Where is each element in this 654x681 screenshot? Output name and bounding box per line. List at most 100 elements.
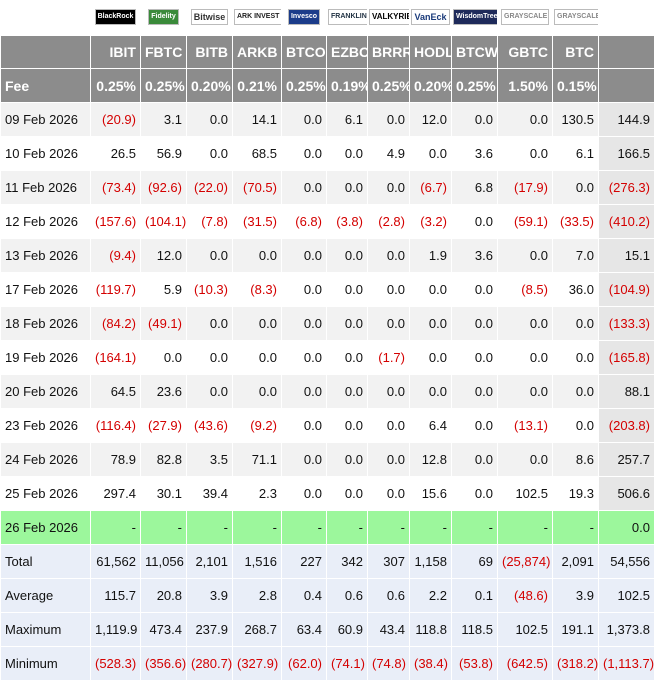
value-cell: (9.2): [233, 409, 282, 443]
value-cell: 506.6: [599, 477, 654, 511]
ticker: BTC: [553, 36, 599, 69]
value-cell: 0.0: [233, 375, 282, 409]
value-cell: 0.0: [452, 273, 498, 307]
value-cell: 43.4: [368, 613, 410, 647]
value-cell: (165.8): [599, 341, 654, 375]
value-cell: 166.5: [599, 137, 654, 171]
ticker: GBTC: [498, 36, 553, 69]
value-cell: 8.6: [553, 443, 599, 477]
value-cell: 1.9: [410, 239, 452, 273]
value-cell: 0.0: [327, 375, 368, 409]
value-cell: (92.6): [141, 171, 187, 205]
value-cell: 69: [452, 545, 498, 579]
value-cell: 1,119.9: [91, 613, 141, 647]
value-cell: (356.6): [141, 647, 187, 681]
value-cell: (1,113.7): [599, 647, 654, 681]
date-cell: 13 Feb 2026: [1, 239, 91, 273]
date-cell: 11 Feb 2026: [1, 171, 91, 205]
value-cell: (203.8): [599, 409, 654, 443]
value-cell: 0.25%: [452, 69, 498, 103]
value-cell: 54,556: [599, 545, 654, 579]
value-cell: -: [282, 511, 327, 545]
issuer-logo: Invesco: [288, 9, 320, 25]
value-cell: 3.6: [452, 239, 498, 273]
value-cell: 36.0: [553, 273, 599, 307]
value-cell: (13.1): [498, 409, 553, 443]
issuer-logo: FRANKLIN TEMPLETON: [328, 9, 368, 25]
ticker: IBIT: [91, 36, 141, 69]
value-cell: 0.0: [327, 307, 368, 341]
value-cell: 0.0: [498, 375, 553, 409]
value-cell: 2,091: [553, 545, 599, 579]
value-cell: (133.3): [599, 307, 654, 341]
date-cell: 25 Feb 2026: [1, 477, 91, 511]
value-cell: 0.0: [282, 103, 327, 137]
date-cell: 19 Feb 2026: [1, 341, 91, 375]
value-cell: -: [498, 511, 553, 545]
value-cell: 0.0: [452, 341, 498, 375]
value-cell: (6.7): [410, 171, 452, 205]
value-cell: (528.3): [91, 647, 141, 681]
value-cell: 268.7: [233, 613, 282, 647]
value-cell: (104.9): [599, 273, 654, 307]
value-cell: 63.4: [282, 613, 327, 647]
ticker: EZBC: [327, 36, 368, 69]
value-cell: 0.0: [368, 477, 410, 511]
ticker: FBTC: [141, 36, 187, 69]
value-cell: 0.0: [282, 443, 327, 477]
value-cell: 0.0: [368, 307, 410, 341]
value-cell: (164.1): [91, 341, 141, 375]
value-cell: 191.1: [553, 613, 599, 647]
value-cell: 0.0: [368, 171, 410, 205]
value-cell: 0.0: [452, 409, 498, 443]
date-cell: 17 Feb 2026: [1, 273, 91, 307]
row-label: Minimum: [1, 647, 91, 681]
value-cell: 0.0: [368, 375, 410, 409]
value-cell: 60.9: [327, 613, 368, 647]
value-cell: 64.5: [91, 375, 141, 409]
value-cell: 26.5: [91, 137, 141, 171]
date-cell: 12 Feb 2026: [1, 205, 91, 239]
logo-cell: Invesco: [282, 1, 327, 36]
value-cell: 0.6: [327, 579, 368, 613]
ticker: ARKB: [233, 36, 282, 69]
value-cell: (70.5): [233, 171, 282, 205]
blank-cell: [599, 36, 654, 69]
value-cell: (119.7): [91, 273, 141, 307]
value-cell: (33.5): [553, 205, 599, 239]
value-cell: 307: [368, 545, 410, 579]
value-cell: 0.0: [452, 103, 498, 137]
value-cell: 0.0: [327, 443, 368, 477]
value-cell: 0.0: [452, 443, 498, 477]
value-cell: 102.5: [498, 613, 553, 647]
value-cell: 12.0: [410, 103, 452, 137]
value-cell: 0.0: [410, 375, 452, 409]
value-cell: (74.1): [327, 647, 368, 681]
total-header: Total: [599, 1, 654, 36]
value-cell: 118.5: [452, 613, 498, 647]
logo-cell: GRAYSCALE: [498, 1, 553, 36]
value-cell: 0.0: [553, 307, 599, 341]
value-cell: 7.0: [553, 239, 599, 273]
value-cell: 0.0: [327, 239, 368, 273]
value-cell: 0.0: [282, 307, 327, 341]
value-cell: 0.0: [410, 307, 452, 341]
value-cell: 297.4: [91, 477, 141, 511]
value-cell: 2.8: [233, 579, 282, 613]
value-cell: (7.8): [187, 205, 233, 239]
value-cell: 0.0: [368, 103, 410, 137]
value-cell: 1,373.8: [599, 613, 654, 647]
value-cell: (3.8): [327, 205, 368, 239]
value-cell: (157.6): [91, 205, 141, 239]
date-cell: 23 Feb 2026: [1, 409, 91, 443]
value-cell: 0.21%: [233, 69, 282, 103]
logo-cell: WisdomTree: [452, 1, 498, 36]
value-cell: 257.7: [599, 443, 654, 477]
value-cell: 2.2: [410, 579, 452, 613]
